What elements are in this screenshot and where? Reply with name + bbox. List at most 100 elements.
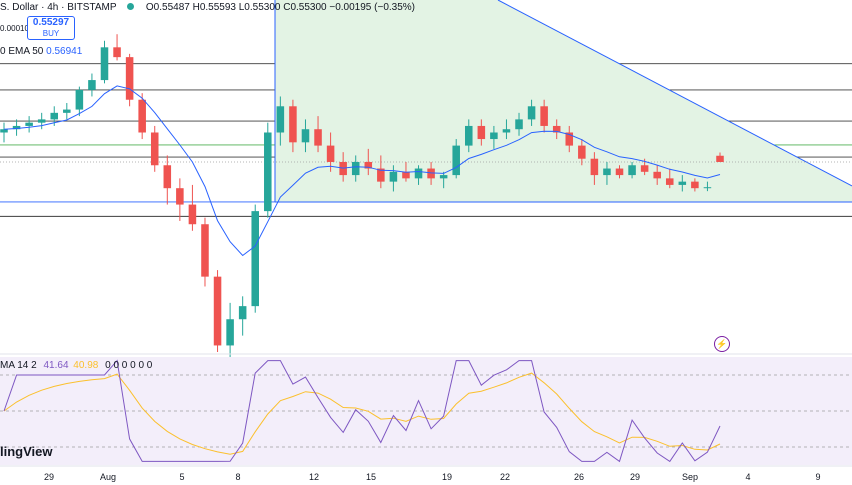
candle[interactable] bbox=[301, 119, 310, 153]
candle-body bbox=[264, 132, 272, 212]
chart-header: S. Dollar · 4h · BITSTAMP O0.55487 H0.55… bbox=[0, 2, 415, 13]
candle[interactable] bbox=[75, 86, 84, 117]
ema-legend-label: 0 EMA 50 bbox=[0, 46, 44, 57]
candle-body bbox=[314, 129, 322, 146]
candle[interactable] bbox=[63, 103, 71, 120]
ohlc-readout: O0.55487 H0.55593 L0.55300 C0.55300 −0.0… bbox=[145, 2, 415, 13]
candle-body bbox=[377, 168, 385, 182]
candles bbox=[0, 34, 724, 362]
candle[interactable] bbox=[615, 165, 624, 179]
candle[interactable] bbox=[452, 139, 460, 179]
status-dot-icon bbox=[127, 3, 135, 10]
candle[interactable] bbox=[490, 125, 498, 149]
ema-legend[interactable]: 0 EMA 50 0.56941 bbox=[0, 46, 82, 57]
candle[interactable] bbox=[201, 217, 209, 287]
candle[interactable] bbox=[578, 139, 586, 166]
time-axis-label: Sep bbox=[682, 472, 698, 482]
candle[interactable] bbox=[465, 119, 473, 153]
candle[interactable] bbox=[540, 99, 548, 133]
candle[interactable] bbox=[213, 270, 222, 352]
candle[interactable] bbox=[289, 99, 297, 153]
candle-body bbox=[50, 112, 59, 120]
candle-body bbox=[665, 178, 674, 185]
candle[interactable] bbox=[691, 178, 699, 192]
candle[interactable] bbox=[439, 171, 448, 189]
candle[interactable] bbox=[188, 184, 197, 231]
time-axis-label: 12 bbox=[309, 472, 319, 482]
candle[interactable] bbox=[703, 181, 712, 192]
ema-50-line bbox=[3, 85, 721, 257]
candle[interactable] bbox=[176, 178, 184, 221]
candle[interactable] bbox=[226, 302, 234, 362]
candle[interactable] bbox=[351, 155, 360, 182]
time-axis-label: 9 bbox=[815, 472, 820, 482]
candle-body bbox=[176, 188, 184, 205]
candle[interactable] bbox=[502, 119, 511, 140]
candle[interactable] bbox=[251, 204, 259, 313]
candle[interactable] bbox=[389, 165, 398, 192]
candle-body bbox=[565, 132, 574, 146]
candle[interactable] bbox=[414, 165, 423, 185]
candle[interactable] bbox=[113, 34, 121, 61]
candle-body bbox=[402, 171, 410, 179]
candle[interactable] bbox=[427, 161, 435, 185]
symbol-title[interactable]: S. Dollar · 4h · BITSTAMP bbox=[0, 2, 117, 13]
candle[interactable] bbox=[364, 148, 373, 176]
candle[interactable] bbox=[276, 96, 285, 146]
candle[interactable] bbox=[238, 296, 247, 336]
candle[interactable] bbox=[515, 112, 523, 136]
candle-body bbox=[125, 57, 134, 100]
candle[interactable] bbox=[88, 73, 96, 97]
candle[interactable] bbox=[150, 125, 159, 172]
time-axis-label: 29 bbox=[44, 472, 54, 482]
time-axis-label: 29 bbox=[630, 472, 640, 482]
candle[interactable] bbox=[25, 116, 33, 133]
candle[interactable] bbox=[125, 53, 134, 107]
candle[interactable] bbox=[552, 119, 561, 140]
candle-body bbox=[351, 161, 360, 176]
candle[interactable] bbox=[100, 40, 109, 84]
candle[interactable] bbox=[590, 152, 599, 185]
candle[interactable] bbox=[628, 161, 636, 179]
candle[interactable] bbox=[314, 116, 322, 153]
rsi-legend-value: 41.64 bbox=[43, 360, 69, 371]
triangle-top-edge[interactable] bbox=[497, 0, 852, 187]
candle[interactable] bbox=[264, 122, 272, 218]
candle[interactable] bbox=[0, 122, 8, 143]
candle-body bbox=[326, 145, 335, 162]
candle[interactable] bbox=[377, 155, 385, 189]
candle-body bbox=[578, 145, 586, 159]
candle-body bbox=[452, 145, 460, 176]
candle[interactable] bbox=[477, 119, 486, 146]
candle[interactable] bbox=[326, 132, 335, 172]
candle-body bbox=[150, 132, 159, 166]
candle[interactable] bbox=[603, 161, 611, 185]
candle-body bbox=[163, 165, 172, 189]
buy-button[interactable]: 0.55297 BUY bbox=[27, 16, 75, 40]
time-axis[interactable]: 29 Aug 5 8 12 15 19 22 26 29 Sep 4 9 bbox=[0, 465, 852, 482]
candle[interactable] bbox=[678, 175, 687, 192]
candle-body bbox=[213, 276, 222, 346]
candle[interactable] bbox=[12, 119, 21, 136]
ema-legend-value: 0.56941 bbox=[46, 46, 83, 57]
buy-label: BUY bbox=[42, 29, 60, 38]
candle[interactable] bbox=[716, 152, 724, 162]
candle[interactable] bbox=[527, 99, 536, 126]
candle[interactable] bbox=[163, 155, 172, 205]
rsi-legend-extra: 0 0 0 0 0 0 bbox=[105, 360, 153, 371]
triangle-pattern[interactable] bbox=[275, 0, 852, 202]
rsi-legend[interactable]: MA 14 2 41.64 40.98 0 0 0 0 0 0 bbox=[0, 360, 152, 371]
candle[interactable] bbox=[653, 165, 661, 185]
time-axis-label: 22 bbox=[500, 472, 510, 482]
candle[interactable] bbox=[665, 168, 674, 189]
time-axis-label: 19 bbox=[442, 472, 452, 482]
candle[interactable] bbox=[565, 125, 574, 153]
candle-body bbox=[653, 171, 661, 179]
candle-body bbox=[439, 175, 448, 179]
candle[interactable] bbox=[138, 93, 146, 140]
candle-body bbox=[238, 306, 247, 320]
candle-body bbox=[364, 161, 373, 169]
candle[interactable] bbox=[37, 112, 46, 130]
lightning-icon[interactable]: ⚡ bbox=[714, 336, 730, 352]
